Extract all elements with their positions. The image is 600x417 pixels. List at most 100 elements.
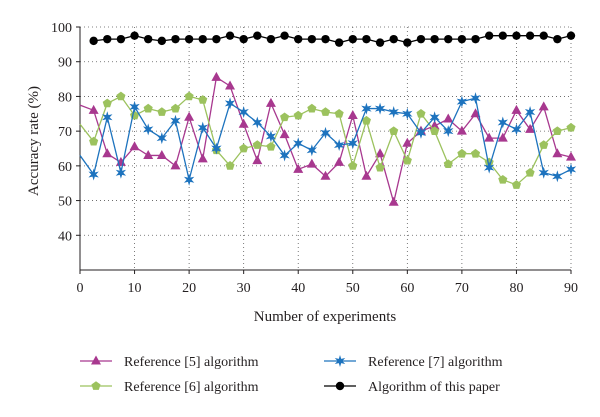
data-point bbox=[116, 91, 126, 101]
series-reference-5-algorithm bbox=[79, 71, 576, 206]
y-tick-label: 80 bbox=[58, 90, 72, 105]
legend-marker bbox=[91, 355, 101, 365]
data-point bbox=[511, 180, 522, 189]
data-point bbox=[102, 111, 113, 124]
series-layer bbox=[79, 31, 577, 206]
data-point bbox=[524, 106, 536, 119]
data-point bbox=[225, 31, 235, 40]
legend-item: Reference [7] algorithm bbox=[324, 355, 503, 370]
data-point bbox=[239, 143, 249, 153]
data-point bbox=[374, 102, 386, 115]
x-tick-label: 50 bbox=[346, 281, 360, 296]
data-point bbox=[143, 34, 153, 44]
data-point bbox=[512, 31, 521, 40]
data-point bbox=[265, 130, 277, 143]
data-point bbox=[429, 111, 440, 124]
data-point bbox=[539, 140, 549, 149]
data-point bbox=[238, 106, 249, 119]
data-point bbox=[265, 97, 276, 107]
x-tick-label: 20 bbox=[182, 281, 196, 296]
data-point bbox=[402, 137, 413, 147]
data-point bbox=[239, 34, 248, 44]
y-tick-label: 70 bbox=[58, 125, 72, 140]
data-point bbox=[402, 155, 412, 165]
data-point bbox=[552, 170, 563, 183]
data-point bbox=[252, 155, 263, 165]
data-point bbox=[348, 161, 358, 170]
y-tick-label: 40 bbox=[58, 229, 72, 244]
data-point bbox=[416, 108, 426, 118]
y-tick-label: 50 bbox=[58, 195, 72, 210]
data-point bbox=[116, 34, 126, 44]
data-point bbox=[156, 132, 168, 145]
data-point bbox=[252, 116, 263, 129]
data-point bbox=[170, 114, 181, 127]
data-point bbox=[293, 163, 304, 173]
data-point bbox=[320, 126, 331, 139]
data-point bbox=[183, 173, 195, 186]
data-point bbox=[293, 137, 304, 150]
data-point bbox=[430, 34, 439, 44]
data-point bbox=[279, 129, 290, 139]
data-point bbox=[347, 137, 358, 150]
data-point bbox=[566, 122, 576, 132]
data-point bbox=[211, 71, 222, 81]
data-point bbox=[333, 139, 345, 152]
data-point bbox=[184, 91, 194, 101]
tick-labels: 0 10 20 30 40 50 60 70 80 90 40 50 60 70 80 90 100 bbox=[51, 21, 578, 296]
data-point bbox=[184, 111, 195, 121]
data-point bbox=[143, 103, 153, 113]
data-point bbox=[334, 38, 344, 47]
data-point bbox=[252, 140, 262, 149]
data-point bbox=[484, 31, 494, 40]
data-point bbox=[361, 170, 372, 180]
data-point bbox=[157, 107, 167, 116]
data-point bbox=[334, 108, 344, 118]
data-point bbox=[552, 148, 563, 158]
data-point bbox=[306, 158, 317, 168]
data-point bbox=[375, 38, 385, 47]
series-reference-6-algorithm bbox=[79, 91, 576, 189]
y-axis-title: Accuracy rate (%) bbox=[26, 86, 42, 196]
series-algorithm-of-this-paper bbox=[89, 31, 576, 47]
data-point bbox=[389, 34, 398, 44]
data-point bbox=[361, 115, 371, 125]
data-point bbox=[456, 125, 467, 135]
data-point bbox=[334, 156, 345, 166]
data-point bbox=[102, 148, 113, 158]
data-point bbox=[389, 126, 399, 136]
data-point bbox=[497, 116, 508, 129]
legend-label: Reference [6] algorithm bbox=[124, 380, 259, 395]
data-point bbox=[253, 31, 262, 40]
data-point bbox=[498, 174, 508, 184]
legend-marker bbox=[334, 355, 346, 367]
data-point bbox=[88, 104, 99, 114]
data-point bbox=[321, 34, 330, 44]
data-point bbox=[89, 136, 99, 146]
data-point bbox=[294, 34, 303, 44]
x-tick-label: 80 bbox=[509, 281, 523, 296]
data-point bbox=[130, 31, 139, 40]
data-point bbox=[430, 126, 440, 136]
data-point bbox=[525, 31, 535, 40]
y-tick-label: 100 bbox=[51, 21, 72, 36]
data-point bbox=[280, 31, 289, 40]
data-point bbox=[198, 34, 207, 44]
legend-item: Reference [6] algorithm bbox=[80, 380, 259, 395]
y-tick-label: 90 bbox=[58, 56, 72, 71]
data-point bbox=[293, 110, 303, 120]
data-point bbox=[402, 107, 413, 120]
data-point bbox=[471, 34, 480, 44]
data-point bbox=[565, 163, 577, 176]
data-point bbox=[416, 34, 426, 44]
legend-item: Algorithm of this paper bbox=[324, 380, 500, 395]
data-point bbox=[566, 151, 576, 161]
data-point bbox=[115, 166, 127, 179]
data-point bbox=[280, 112, 290, 122]
data-point bbox=[362, 34, 371, 44]
series-reference-7-algorithm bbox=[79, 92, 577, 186]
data-point bbox=[388, 196, 399, 206]
data-point bbox=[497, 132, 508, 142]
data-point bbox=[279, 149, 290, 162]
data-point bbox=[552, 126, 562, 136]
